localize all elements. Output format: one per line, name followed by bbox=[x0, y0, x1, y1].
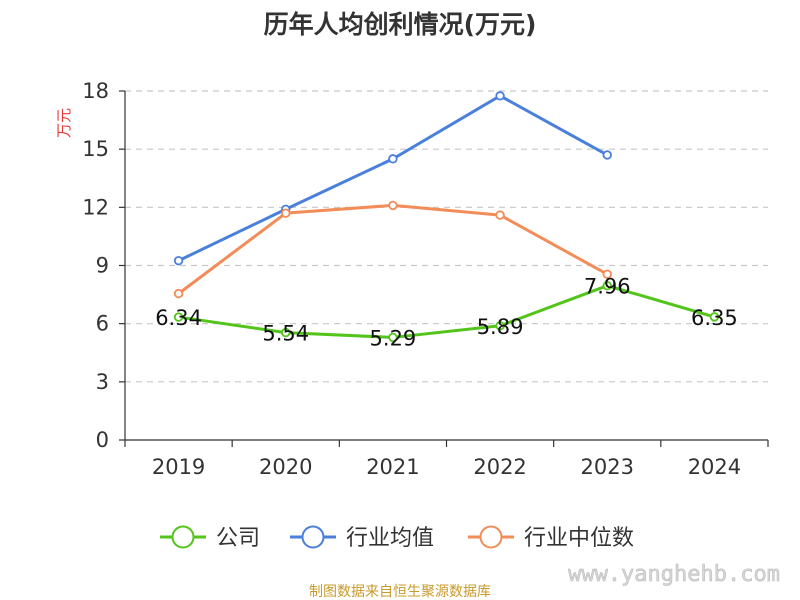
legend-item-0[interactable]: 公司 bbox=[160, 525, 260, 551]
data-label-2021: 5.29 bbox=[370, 326, 417, 350]
legend[interactable]: 公司 行业均值 行业中位数 bbox=[160, 525, 634, 551]
point-2-2[interactable] bbox=[388, 200, 398, 211]
series-line-0 bbox=[178, 284, 715, 339]
legend-label-2: 行业中位数 bbox=[524, 526, 634, 551]
data-label-2023: 7.96 bbox=[584, 275, 631, 299]
y-tick-label-0: 0 bbox=[96, 428, 109, 452]
x-tick-label-2019: 2019 bbox=[152, 455, 205, 479]
grid-lines bbox=[125, 90, 768, 383]
series-line-2 bbox=[177, 203, 608, 295]
watermark: www.yanghehb.com bbox=[568, 562, 780, 587]
x-tick-label-2023: 2023 bbox=[581, 455, 634, 479]
series-1 bbox=[173, 91, 612, 266]
series-0 bbox=[173, 280, 720, 343]
point-0-0[interactable] bbox=[173, 312, 184, 322]
data-label-2024: 6.35 bbox=[691, 306, 738, 330]
point-1-4[interactable] bbox=[602, 150, 612, 160]
legend-marker-0 bbox=[171, 525, 195, 549]
legend-item-1[interactable]: 行业均值 bbox=[290, 525, 434, 551]
legend-item-2[interactable]: 行业中位数 bbox=[468, 525, 634, 551]
x-tick-label-2022: 2022 bbox=[473, 455, 526, 479]
x-tick-label-2021: 2021 bbox=[366, 455, 419, 479]
point-0-5[interactable] bbox=[709, 312, 720, 322]
y-tick-label-9: 9 bbox=[96, 254, 109, 278]
series-layer bbox=[173, 91, 720, 343]
point-1-2[interactable] bbox=[388, 154, 398, 164]
axes: 0 3 6 9 12 15 18 2019 2020 2021 2022 2023 2024 bbox=[82, 79, 769, 479]
legend-marker-2 bbox=[479, 525, 503, 549]
source-note: 制图数据来自恒生聚源数据库 bbox=[309, 584, 491, 600]
point-2-0[interactable] bbox=[173, 288, 184, 299]
y-tick-label-18: 18 bbox=[82, 79, 109, 103]
point-1-3[interactable] bbox=[495, 91, 505, 101]
data-label-2022: 5.89 bbox=[477, 315, 524, 339]
y-axis-label: 万元 bbox=[55, 108, 73, 138]
point-2-4[interactable] bbox=[602, 269, 612, 279]
point-2-3[interactable] bbox=[495, 210, 505, 220]
series-line-1 bbox=[177, 94, 608, 263]
chart-title: 历年人均创利情况(万元) bbox=[264, 10, 537, 39]
point-2-1[interactable] bbox=[281, 208, 291, 218]
x-tick-label-2024: 2024 bbox=[688, 455, 741, 479]
y-tick-label-12: 12 bbox=[82, 195, 109, 219]
y-tick-label-6: 6 bbox=[96, 312, 109, 336]
y-tick-label-15: 15 bbox=[82, 137, 109, 161]
legend-marker-1 bbox=[301, 525, 325, 549]
point-1-0[interactable] bbox=[173, 255, 184, 266]
point-0-3[interactable] bbox=[495, 321, 505, 331]
data-label-2019: 6.34 bbox=[155, 306, 202, 330]
series-2 bbox=[173, 200, 612, 299]
legend-label-1: 行业均值 bbox=[346, 526, 434, 551]
y-tick-label-3: 3 bbox=[96, 370, 109, 394]
point-0-1[interactable] bbox=[281, 327, 291, 338]
data-labels: 6.34 5.54 5.29 5.89 7.96 6.35 bbox=[155, 275, 738, 351]
x-tick-label-2020: 2020 bbox=[259, 455, 312, 479]
point-0-2[interactable] bbox=[388, 332, 398, 343]
legend-label-0: 公司 bbox=[216, 526, 260, 551]
point-0-4[interactable] bbox=[602, 280, 612, 291]
data-label-2020: 5.54 bbox=[262, 322, 309, 346]
